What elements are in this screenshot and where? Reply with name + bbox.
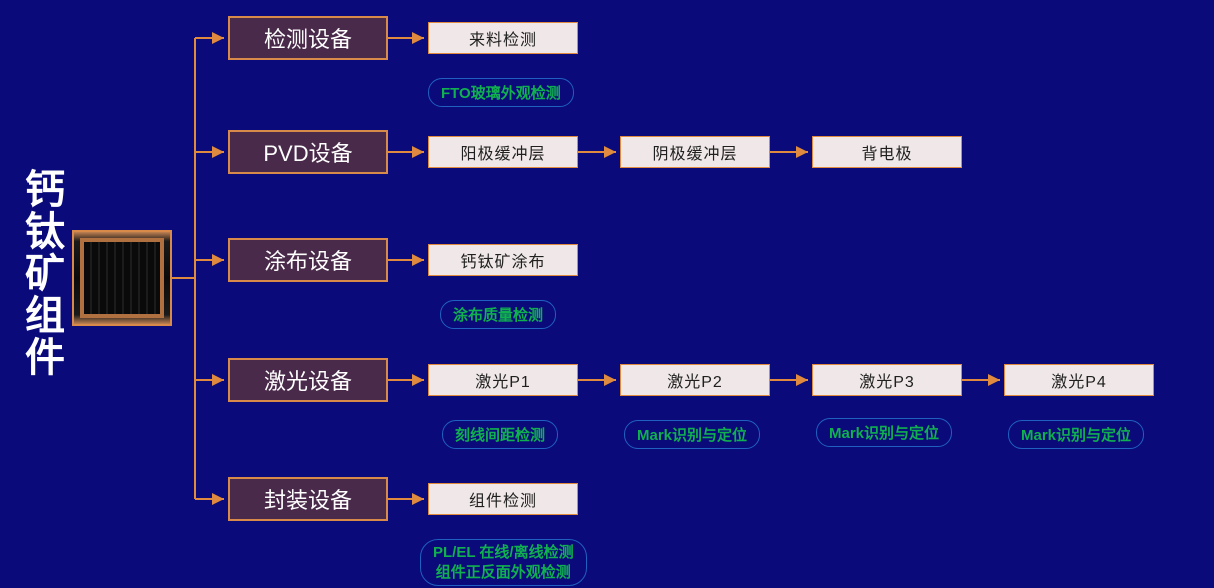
- connector-lines: [0, 0, 1214, 588]
- category-packaging: 封装设备: [228, 477, 388, 521]
- annotation-laser-0: 刻线间距检测: [442, 420, 558, 449]
- step-laser-2: 激光P3: [812, 364, 962, 396]
- step-pvd-0: 阳极缓冲层: [428, 136, 578, 168]
- category-inspection: 检测设备: [228, 16, 388, 60]
- annotation-packaging-0: PL/EL 在线/离线检测组件正反面外观检测: [420, 539, 587, 586]
- category-coating: 涂布设备: [228, 238, 388, 282]
- root-title: 钙钛矿组件: [20, 168, 62, 378]
- step-laser-3: 激光P4: [1004, 364, 1154, 396]
- category-pvd: PVD设备: [228, 130, 388, 174]
- step-laser-1: 激光P2: [620, 364, 770, 396]
- step-pvd-1: 阴极缓冲层: [620, 136, 770, 168]
- annotation-laser-2: Mark识别与定位: [816, 418, 952, 447]
- solar-cell-icon: [80, 238, 164, 318]
- step-packaging-0: 组件检测: [428, 483, 578, 515]
- annotation-laser-3: Mark识别与定位: [1008, 420, 1144, 449]
- step-laser-0: 激光P1: [428, 364, 578, 396]
- annotation-laser-1: Mark识别与定位: [624, 420, 760, 449]
- perovskite-module-photo: [72, 230, 172, 326]
- annotation-inspection-0: FTO玻璃外观检测: [428, 78, 574, 107]
- step-inspection-0: 来料检测: [428, 22, 578, 54]
- step-coating-0: 钙钛矿涂布: [428, 244, 578, 276]
- step-pvd-2: 背电极: [812, 136, 962, 168]
- annotation-coating-0: 涂布质量检测: [440, 300, 556, 329]
- category-laser: 激光设备: [228, 358, 388, 402]
